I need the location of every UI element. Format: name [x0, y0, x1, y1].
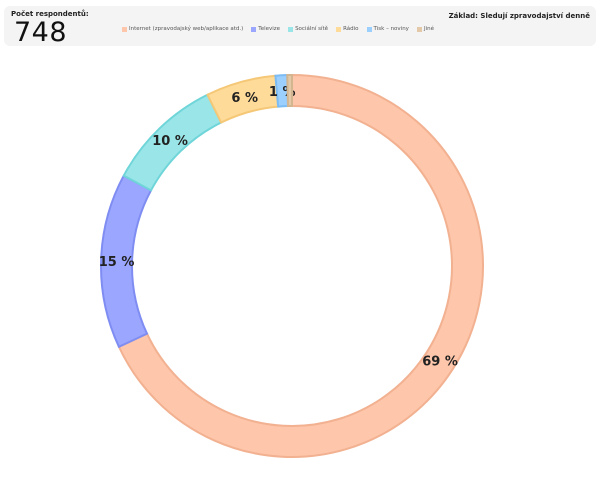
legend-swatch — [366, 26, 372, 32]
header-panel: Počet respondentů: 748 Internet (zpravod… — [4, 6, 596, 48]
legend-item-jine[interactable]: Jiné — [416, 26, 434, 32]
legend-label: Sociální sítě — [295, 26, 329, 32]
legend-swatch — [336, 26, 342, 32]
slice-label-radio: 6 % — [231, 91, 258, 106]
chart-legend: Internet (zpravodajský web/aplikace atd.… — [122, 26, 442, 32]
legend-item-radio[interactable]: Rádio — [336, 26, 359, 32]
legend-swatch — [251, 26, 257, 32]
base-label: Základ: Sledují zpravodajství denně — [448, 12, 590, 20]
legend-label: Televize — [258, 26, 281, 32]
slice-jine[interactable] — [286, 73, 293, 108]
legend-item-tisk[interactable]: Tisk – noviny — [366, 26, 409, 32]
legend-swatch — [416, 26, 422, 32]
slice-label-televize: 15 % — [99, 255, 135, 270]
legend-label: Jiné — [423, 26, 434, 32]
slice-label-internet: 69 % — [422, 354, 458, 369]
legend-swatch — [122, 26, 127, 32]
respondents-label: Počet respondentů: — [11, 10, 89, 18]
legend-item-televize[interactable]: Televize — [251, 26, 280, 32]
legend-item-internet[interactable]: Internet (zpravodajský web/aplikace atd.… — [122, 26, 243, 32]
legend-swatch — [288, 26, 294, 32]
legend-label: Rádio — [343, 26, 359, 32]
legend-item-socialni-site[interactable]: Sociální sítě — [288, 26, 328, 32]
slice-internet[interactable] — [117, 73, 484, 458]
legend-label: Internet (zpravodajský web/aplikace atd.… — [129, 26, 244, 32]
slice-label-socialni-site: 10 % — [152, 134, 188, 149]
respondents-count: 748 — [14, 17, 68, 48]
legend-label: Tisk – noviny — [373, 26, 409, 32]
